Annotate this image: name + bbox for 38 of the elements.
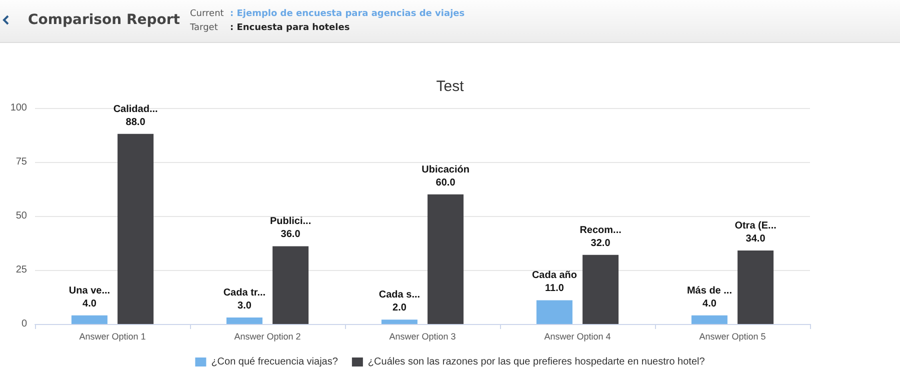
y-tick-label: 25 bbox=[16, 264, 28, 276]
y-tick-label: 0 bbox=[21, 318, 28, 330]
x-tick-label: Answer Option 4 bbox=[544, 332, 611, 342]
data-label: Ubicación 60.0 bbox=[422, 164, 470, 188]
data-label: Calidad... 88.0 bbox=[113, 104, 158, 128]
x-tick-label: Answer Option 3 bbox=[389, 332, 456, 342]
bar bbox=[691, 315, 728, 324]
bar bbox=[582, 254, 619, 324]
text: : Encuesta para hoteles bbox=[230, 22, 351, 35]
x-tick-label: Answer Option 5 bbox=[699, 332, 766, 342]
legend-label: ¿Con qué frecuencia viajas? bbox=[211, 356, 338, 368]
data-label: Cada año 11.0 bbox=[532, 270, 577, 294]
x-tick-label: Answer Option 2 bbox=[234, 332, 301, 342]
bar bbox=[272, 246, 309, 324]
legend-label: ¿Cuáles son las razones por las que prefieres hospedarte en nuestro hotel? bbox=[368, 356, 706, 368]
bar bbox=[536, 300, 572, 324]
bar bbox=[71, 315, 108, 324]
x-tick-label: Answer Option 1 bbox=[79, 332, 146, 342]
text: : Ejemplo de encuesta para agencias de viajes bbox=[230, 8, 465, 21]
data-label: Más de ... 4.0 bbox=[686, 285, 732, 310]
y-tick-label: 50 bbox=[16, 210, 28, 222]
y-tick-label: 100 bbox=[10, 102, 28, 114]
y-tick-label: 75 bbox=[16, 156, 28, 168]
text: Comparison Report bbox=[28, 12, 180, 28]
bar bbox=[381, 320, 418, 324]
bar bbox=[738, 250, 774, 324]
data-label: Otra (E... 34.0 bbox=[734, 220, 777, 245]
bar bbox=[428, 194, 464, 324]
data-label: Una ve... 4.0 bbox=[68, 285, 110, 310]
text: Target bbox=[190, 22, 219, 35]
text: Current bbox=[190, 8, 225, 21]
data-label: Cada s... 2.0 bbox=[378, 290, 420, 314]
chart-title: Test bbox=[436, 78, 465, 95]
bar bbox=[226, 318, 262, 324]
bar bbox=[118, 134, 154, 324]
data-label: Cada tr... 3.0 bbox=[223, 288, 266, 312]
data-label: Recom... 32.0 bbox=[580, 224, 622, 249]
data-label: Publici... 36.0 bbox=[270, 216, 312, 240]
